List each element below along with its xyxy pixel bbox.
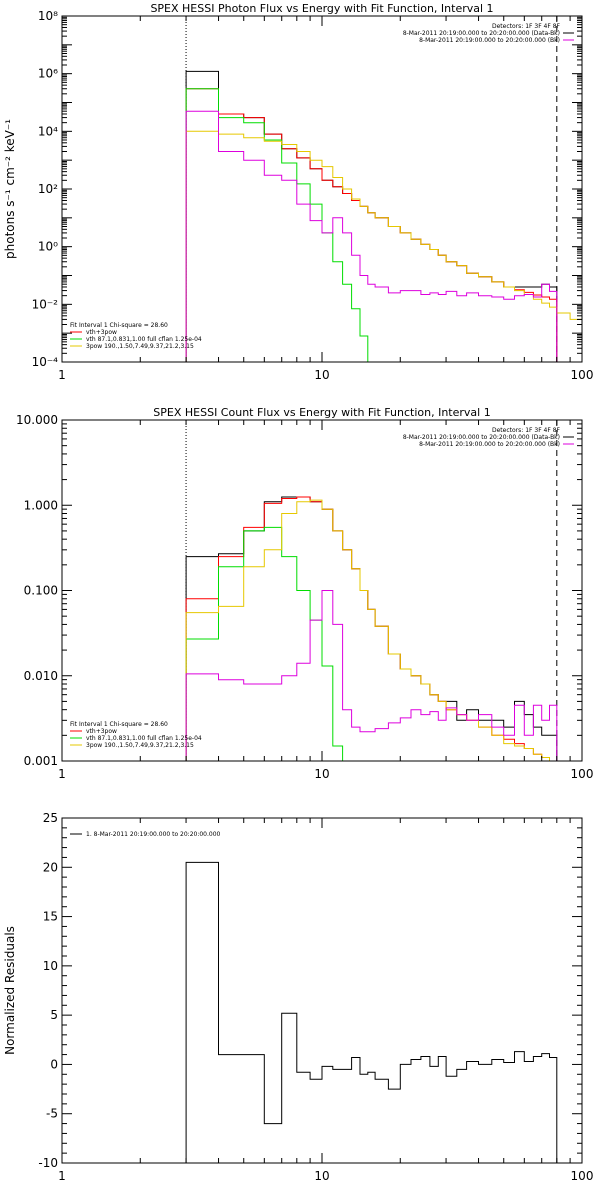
y-tick-label: 15 xyxy=(43,910,58,924)
y-tick-label: 10 xyxy=(43,959,58,973)
y-tick-label: 10⁰ xyxy=(38,240,58,254)
plot-frame xyxy=(61,15,583,363)
y-axis-label: photons s⁻¹ cm⁻² keV⁻¹ xyxy=(3,119,17,259)
legend-entry: 3pow 190.,1.50,7.49,9.37,21.2,3.15 xyxy=(86,343,194,350)
y-tick-label: 0.100 xyxy=(24,584,58,598)
legend-entry: vth 87.1,0.831,1.00 full cflan 1.25e-04 xyxy=(86,336,202,343)
y-tick-label: 10⁴ xyxy=(38,124,58,138)
y-tick-label: -10 xyxy=(38,1156,58,1170)
y-tick-label: 25 xyxy=(43,811,58,825)
y-tick-label: 1.000 xyxy=(24,498,58,512)
legend-entry: vth+3pow xyxy=(86,329,117,336)
y-tick-label: 0.010 xyxy=(24,669,58,683)
series-black xyxy=(185,496,558,761)
legend-entry: Fit Interval 1 Chi-square = 28.60 xyxy=(70,322,168,329)
info-line: 8-Mar-2011 20:19:00.000 to 20:20:00.000 … xyxy=(403,30,560,37)
x-tick-label: 100 xyxy=(571,368,594,382)
plot-frame xyxy=(61,817,583,1164)
chart-title: SPEX HESSI Count Flux vs Energy with Fit… xyxy=(153,406,490,419)
series-green xyxy=(185,88,369,362)
y-tick-label: 10⁶ xyxy=(38,67,58,81)
info-line: Detectors: 1F 3F 4F 8F xyxy=(492,427,561,434)
series-black xyxy=(185,70,558,362)
series-group xyxy=(185,496,558,761)
series-red xyxy=(185,496,558,761)
legend-entry: vth+3pow xyxy=(86,728,117,735)
legend-entry: Fit Interval 1 Chi-square = 28.60 xyxy=(70,721,168,728)
series-yellow xyxy=(185,130,582,362)
info-line: 8-Mar-2011 20:19:00.000 to 20:20:00.000 … xyxy=(419,37,560,44)
series-group xyxy=(185,861,558,1163)
info-line: 8-Mar-2011 20:19:00.000 to 20:20:00.000 … xyxy=(419,441,560,448)
y-tick-label: 0 xyxy=(50,1057,58,1071)
info-line: Detectors: 1F 3F 4F 8F xyxy=(492,23,561,30)
chart-1: SPEX HESSI Photon Flux vs Energy with Fi… xyxy=(3,2,593,382)
chart-2: SPEX HESSI Count Flux vs Energy with Fit… xyxy=(16,406,593,781)
x-tick-label: 10 xyxy=(314,368,329,382)
series-magenta xyxy=(185,110,558,362)
legend-entry: 3pow 190.,1.50,7.49,9.37,21.2,3.15 xyxy=(86,742,194,749)
y-tick-label: 10⁻⁴ xyxy=(32,355,59,369)
y-tick-label: 10⁻² xyxy=(32,297,59,311)
x-tick-label: 1 xyxy=(58,368,66,382)
series-black xyxy=(185,861,558,1163)
series-magenta xyxy=(185,590,558,761)
y-tick-label: 5 xyxy=(50,1008,58,1022)
series-green xyxy=(185,526,344,761)
legend-entry: vth 87.1,0.831,1.00 full cflan 1.25e-04 xyxy=(86,735,202,742)
x-tick-label: 100 xyxy=(571,1169,594,1183)
legend-entry: 1. 8-Mar-2011 20:19:00.000 to 20:20:00.0… xyxy=(86,831,221,838)
series-yellow xyxy=(185,499,558,761)
series-red xyxy=(185,88,558,362)
chart-title: SPEX HESSI Photon Flux vs Energy with Fi… xyxy=(150,2,493,15)
x-tick-label: 1 xyxy=(58,767,66,781)
info-line: 8-Mar-2011 20:19:00.000 to 20:20:00.000 … xyxy=(403,434,560,441)
x-tick-label: 10 xyxy=(314,1169,329,1183)
y-tick-label: -5 xyxy=(46,1107,58,1121)
y-tick-label: 20 xyxy=(43,860,58,874)
x-tick-label: 100 xyxy=(571,767,594,781)
y-tick-label: 10² xyxy=(38,182,58,196)
y-tick-label: 10⁸ xyxy=(38,9,58,23)
y-axis-label: Normalized Residuals xyxy=(3,926,17,1055)
chart-3: 1 10 100 -10 -5 0 5 10 15 20 25 Normalized Residual… xyxy=(3,811,593,1183)
x-tick-label: 1 xyxy=(58,1169,66,1183)
y-tick-label: 10.000 xyxy=(16,413,58,427)
series-group xyxy=(185,70,582,362)
x-tick-label: 10 xyxy=(314,767,329,781)
y-tick-label: 0.001 xyxy=(24,754,58,768)
